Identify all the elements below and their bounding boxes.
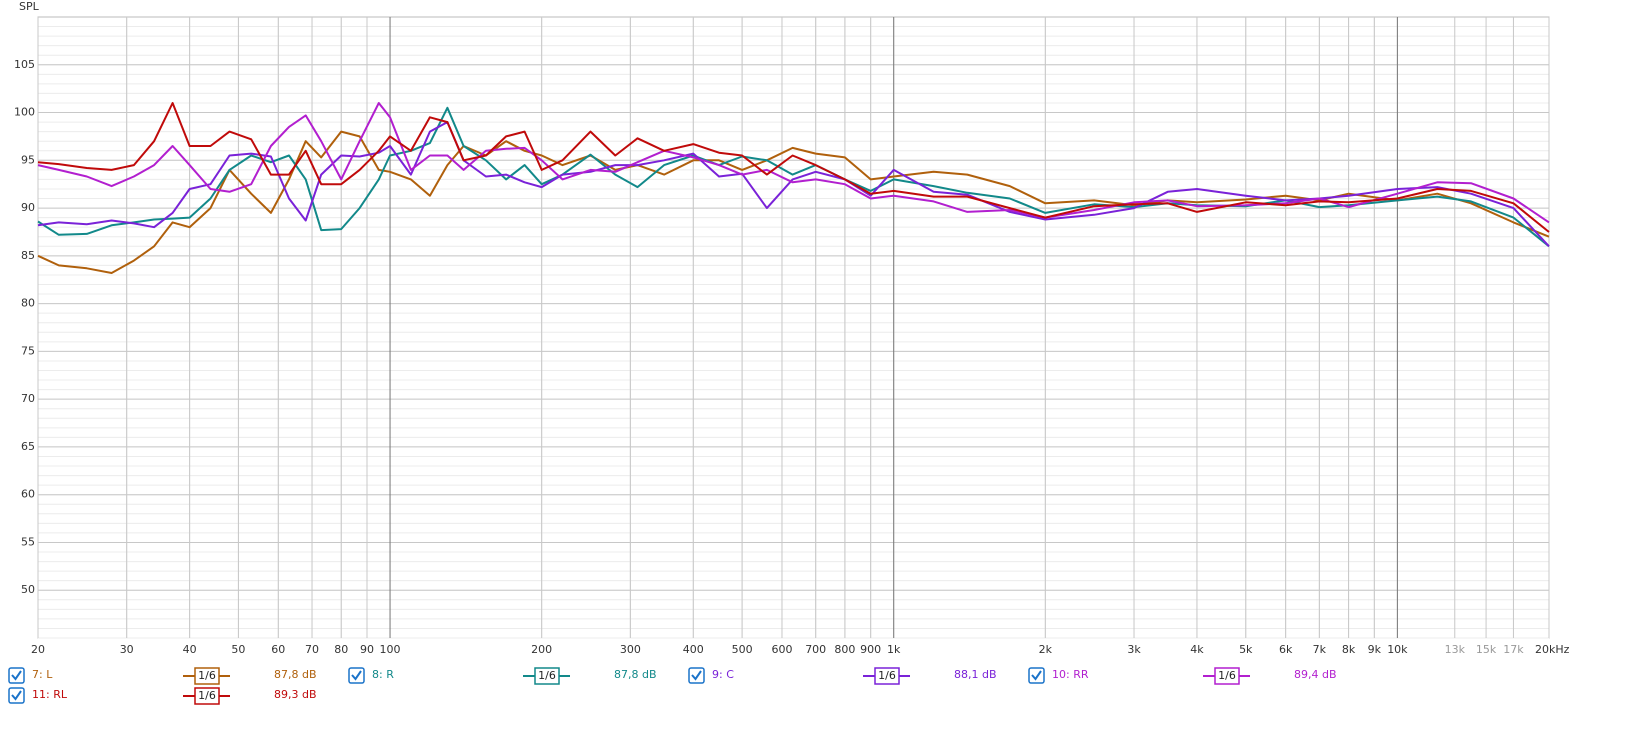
y-tick-label: 100 xyxy=(14,106,35,119)
smoothing-box xyxy=(534,667,560,685)
x-tick-label: 90 xyxy=(360,643,374,656)
x-tick-label: 200 xyxy=(531,643,552,656)
checkmark xyxy=(691,670,702,681)
plot-area xyxy=(37,16,1550,639)
legend-checkbox[interactable] xyxy=(1028,667,1045,684)
x-tick-label: 40 xyxy=(183,643,197,656)
x-tick-label: 20 xyxy=(31,643,45,656)
legend-checkbox[interactable] xyxy=(688,667,705,684)
legend-name: 7: L xyxy=(32,668,53,681)
legend-entry: 10: RR 1/6 89,4 dB xyxy=(1028,667,1337,685)
series-line xyxy=(37,121,1550,247)
y-tick-label: 50 xyxy=(21,583,35,596)
x-tick-label: 400 xyxy=(683,643,704,656)
x-tick-label: 17k xyxy=(1503,643,1524,656)
legend-checkbox[interactable] xyxy=(348,667,365,684)
y-tick-label: 70 xyxy=(21,392,35,405)
plot xyxy=(37,102,1550,274)
x-tick-label: 80 xyxy=(334,643,348,656)
y-tick-label: 55 xyxy=(21,535,35,548)
checkmark xyxy=(11,690,22,701)
x-tick-label: 300 xyxy=(620,643,641,656)
smoothing-label: 1/6 xyxy=(1218,669,1236,682)
y-tick-label: 85 xyxy=(21,249,35,262)
y-axis-label: SPL xyxy=(19,0,40,13)
legend-entry: 8: R 1/6 87,8 dB xyxy=(348,667,657,685)
x-tick-label: 8k xyxy=(1342,643,1356,656)
x-tick-label: 70 xyxy=(305,643,319,656)
smoothing-label: 1/6 xyxy=(878,669,896,682)
x-tick-label: 600 xyxy=(771,643,792,656)
legend-name: 9: C xyxy=(712,668,734,681)
x-tick-label: 3k xyxy=(1127,643,1141,656)
x-tick-label: 500 xyxy=(732,643,753,656)
y-tick-label: 65 xyxy=(21,440,35,453)
smoothing-box xyxy=(194,667,220,685)
smoothing-box xyxy=(1214,667,1240,685)
series-line xyxy=(37,102,1550,224)
x-tick-label: 2k xyxy=(1039,643,1053,656)
legend-level: 89,3 dB xyxy=(274,688,317,701)
smoothing-label: 1/6 xyxy=(198,669,216,682)
legend-level: 88,1 dB xyxy=(954,668,997,681)
checkmark xyxy=(11,670,22,681)
legend-entry: 9: C 1/6 88,1 dB xyxy=(688,667,997,685)
series-line xyxy=(37,102,1550,233)
y-tick-label: 90 xyxy=(21,201,35,214)
x-tick-label: 100 xyxy=(380,643,401,656)
x-tick-label: 15k xyxy=(1476,643,1497,656)
x-tick-label: 800 xyxy=(834,643,855,656)
x-tick-label: 10k xyxy=(1387,643,1408,656)
y-tick-label: 75 xyxy=(21,344,35,357)
x-tick-label: 20kHz xyxy=(1535,643,1570,656)
legend-level: 87,8 dB xyxy=(614,668,657,681)
smoothing-label: 1/6 xyxy=(538,669,556,682)
x-tick-label: 7k xyxy=(1313,643,1327,656)
x-tick-label: 900 xyxy=(860,643,881,656)
legend-level: 89,4 dB xyxy=(1294,668,1337,681)
y-tick-label: 80 xyxy=(21,297,35,310)
legend-name: 10: RR xyxy=(1052,668,1089,681)
x-tick-label: 1k xyxy=(887,643,901,656)
x-tick-label: 4k xyxy=(1190,643,1204,656)
legend-name: 11: RL xyxy=(32,688,68,701)
legend-entry: 7: L 1/6 87,8 dB xyxy=(8,667,317,685)
checkmark xyxy=(351,670,362,681)
y-tick-label: 60 xyxy=(21,488,35,501)
legend-name: 8: R xyxy=(372,668,394,681)
legend-entry: 11: RL 1/6 89,3 dB xyxy=(8,687,317,705)
series-line xyxy=(37,130,1550,274)
x-tick-label: 5k xyxy=(1239,643,1253,656)
checkmark xyxy=(1031,670,1042,681)
smoothing-label: 1/6 xyxy=(198,689,216,702)
legend-level: 87,8 dB xyxy=(274,668,317,681)
x-tick-label: 30 xyxy=(120,643,134,656)
legend: 7: L 1/6 87,8 dB 8: R 1/6 87,8 dB 9: C 1/6 88,1 … xyxy=(8,667,1337,705)
smoothing-box xyxy=(874,667,900,685)
x-tick-label: 13k xyxy=(1445,643,1466,656)
grid: 50 55 60 65 70 75 80 85 90 95 100 105 20 30 40 50 60 70 80… xyxy=(14,16,1570,656)
x-tick-label: 6k xyxy=(1279,643,1293,656)
x-tick-label: 700 xyxy=(805,643,826,656)
y-tick-label: 105 xyxy=(14,58,35,71)
x-tick-label: 50 xyxy=(231,643,245,656)
y-tick-label: 95 xyxy=(21,153,35,166)
x-tick-label: 60 xyxy=(271,643,285,656)
legend-checkbox[interactable] xyxy=(8,687,25,704)
x-tick-label: 9k xyxy=(1368,643,1382,656)
legend-checkbox[interactable] xyxy=(8,667,25,684)
smoothing-box xyxy=(194,687,220,705)
